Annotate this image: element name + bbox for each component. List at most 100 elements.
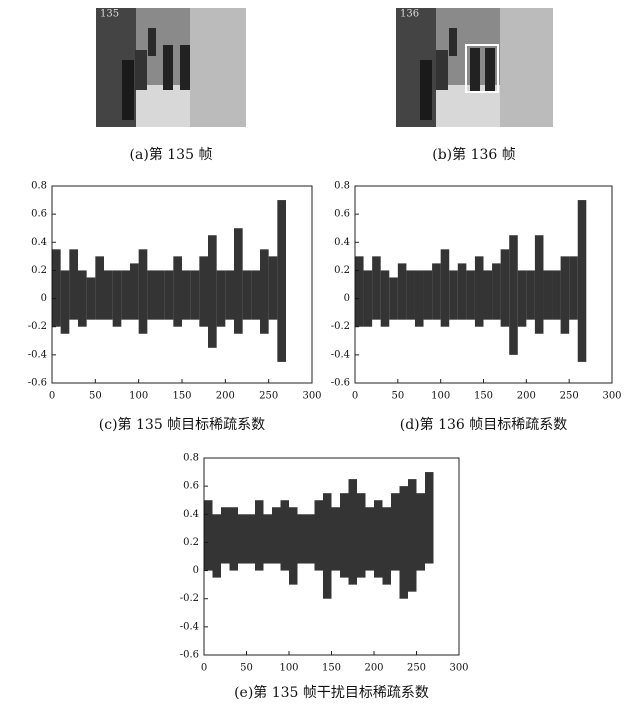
caption: (c)第 135 帧目标稀疏系数 <box>99 416 265 433</box>
x-tick-label: 100 <box>431 391 450 402</box>
coefficient-band <box>372 256 381 320</box>
x-tick-label: 50 <box>391 391 404 402</box>
coefficient-band <box>86 277 96 320</box>
coefficient-band <box>380 270 390 327</box>
coefficient-band <box>560 256 570 334</box>
coefficient-band <box>331 507 340 571</box>
coefficient-band <box>500 249 510 327</box>
coefficient-band <box>363 270 373 327</box>
coefficient-band <box>216 270 226 327</box>
coefficient-band <box>255 500 264 571</box>
coefficient-band <box>526 270 535 320</box>
y-tick-label: 0 <box>344 293 350 304</box>
coefficient-band <box>365 507 374 571</box>
coefficient-band <box>440 249 450 327</box>
coefficient-band <box>340 493 349 578</box>
coefficient-band <box>272 507 281 564</box>
coefficient-band <box>397 263 407 320</box>
coefficient-band <box>449 270 458 320</box>
caption: (e)第 135 帧干扰目标稀疏系数 <box>234 684 429 701</box>
coefficient-band <box>483 270 493 320</box>
y-tick-label: -0.2 <box>331 321 350 332</box>
coefficient-band <box>323 493 332 599</box>
coefficient-band <box>52 249 61 327</box>
x-tick-label: 0 <box>352 391 358 402</box>
y-tick-label: 0.2 <box>183 537 199 548</box>
coefficient-band <box>552 270 561 320</box>
caption: (a)第 135 帧 <box>130 146 213 163</box>
coefficient-band <box>212 514 221 578</box>
coefficient-band <box>492 263 501 320</box>
y-tick-label: 0.8 <box>334 181 350 192</box>
coefficient-band <box>416 493 425 571</box>
y-tick-label: -0.6 <box>331 378 350 389</box>
coefficient-band <box>238 514 247 564</box>
caption: (b)第 136 帧 <box>432 146 516 163</box>
photo: 135 <box>96 8 246 127</box>
coefficient-band <box>406 270 415 320</box>
coefficient-band <box>112 270 122 327</box>
coefficient-band <box>60 270 70 334</box>
coefficient-band <box>147 270 156 320</box>
coefficient-band <box>268 256 278 320</box>
y-tick-label: 0.8 <box>31 181 47 192</box>
x-tick-label: 150 <box>322 663 341 674</box>
coefficient-band <box>357 493 366 578</box>
y-tick-label: -0.2 <box>180 593 199 604</box>
coefficient-band <box>408 479 417 592</box>
coefficient-band <box>389 277 398 320</box>
coefficient-band <box>251 270 260 320</box>
caption: (d)第 136 帧目标稀疏系数 <box>400 416 568 433</box>
x-tick-label: 250 <box>407 663 426 674</box>
x-tick-label: 300 <box>302 391 321 402</box>
x-tick-label: 100 <box>279 663 298 674</box>
x-tick-label: 0 <box>49 391 55 402</box>
coefficient-band <box>391 493 400 571</box>
x-tick-label: 250 <box>259 391 278 402</box>
coefficient-band <box>260 249 269 334</box>
coefficient-band <box>95 256 104 320</box>
coefficient-band <box>543 270 553 320</box>
coefficient-band <box>425 472 434 564</box>
x-tick-label: 150 <box>172 391 191 402</box>
coefficient-band <box>474 256 484 327</box>
coefficient-band <box>534 235 544 334</box>
coefficient-band <box>280 500 289 571</box>
coefficient-band <box>138 249 148 334</box>
coefficient-band <box>130 263 139 320</box>
y-tick-label: -0.4 <box>331 349 350 360</box>
photo: 136 <box>396 8 553 127</box>
coefficient-band <box>242 270 252 320</box>
coefficient-band <box>208 235 217 348</box>
y-tick-label: 0.6 <box>183 481 199 492</box>
coefficient-band <box>382 507 391 585</box>
frame-overlay: 136 <box>400 9 419 20</box>
x-tick-label: 50 <box>240 663 253 674</box>
coefficient-band <box>289 507 298 585</box>
y-tick-label: 0.8 <box>183 453 199 464</box>
x-tick-label: 200 <box>517 391 536 402</box>
x-tick-label: 100 <box>129 391 148 402</box>
coefficient-band <box>234 228 243 334</box>
coefficient-band <box>374 500 383 578</box>
y-tick-label: -0.4 <box>180 621 199 632</box>
coefficient-band <box>466 270 475 320</box>
y-tick-label: 0.4 <box>334 237 350 248</box>
y-tick-label: 0.2 <box>334 265 350 276</box>
coefficient-band <box>190 270 200 320</box>
y-tick-label: 0.2 <box>31 265 47 276</box>
coefficient-band <box>164 270 174 320</box>
x-tick-label: 50 <box>89 391 102 402</box>
coefficient-band <box>517 270 527 327</box>
coefficient-band <box>414 270 424 327</box>
coefficient-band <box>173 256 182 327</box>
y-tick-label: 0 <box>41 293 47 304</box>
coefficient-band <box>509 235 518 355</box>
coefficient-band <box>432 263 441 320</box>
x-tick-label: 200 <box>364 663 383 674</box>
coefficient-band <box>355 256 364 327</box>
y-tick-label: -0.6 <box>180 650 199 661</box>
coefficient-band <box>78 270 87 327</box>
coefficient-band <box>348 479 357 585</box>
